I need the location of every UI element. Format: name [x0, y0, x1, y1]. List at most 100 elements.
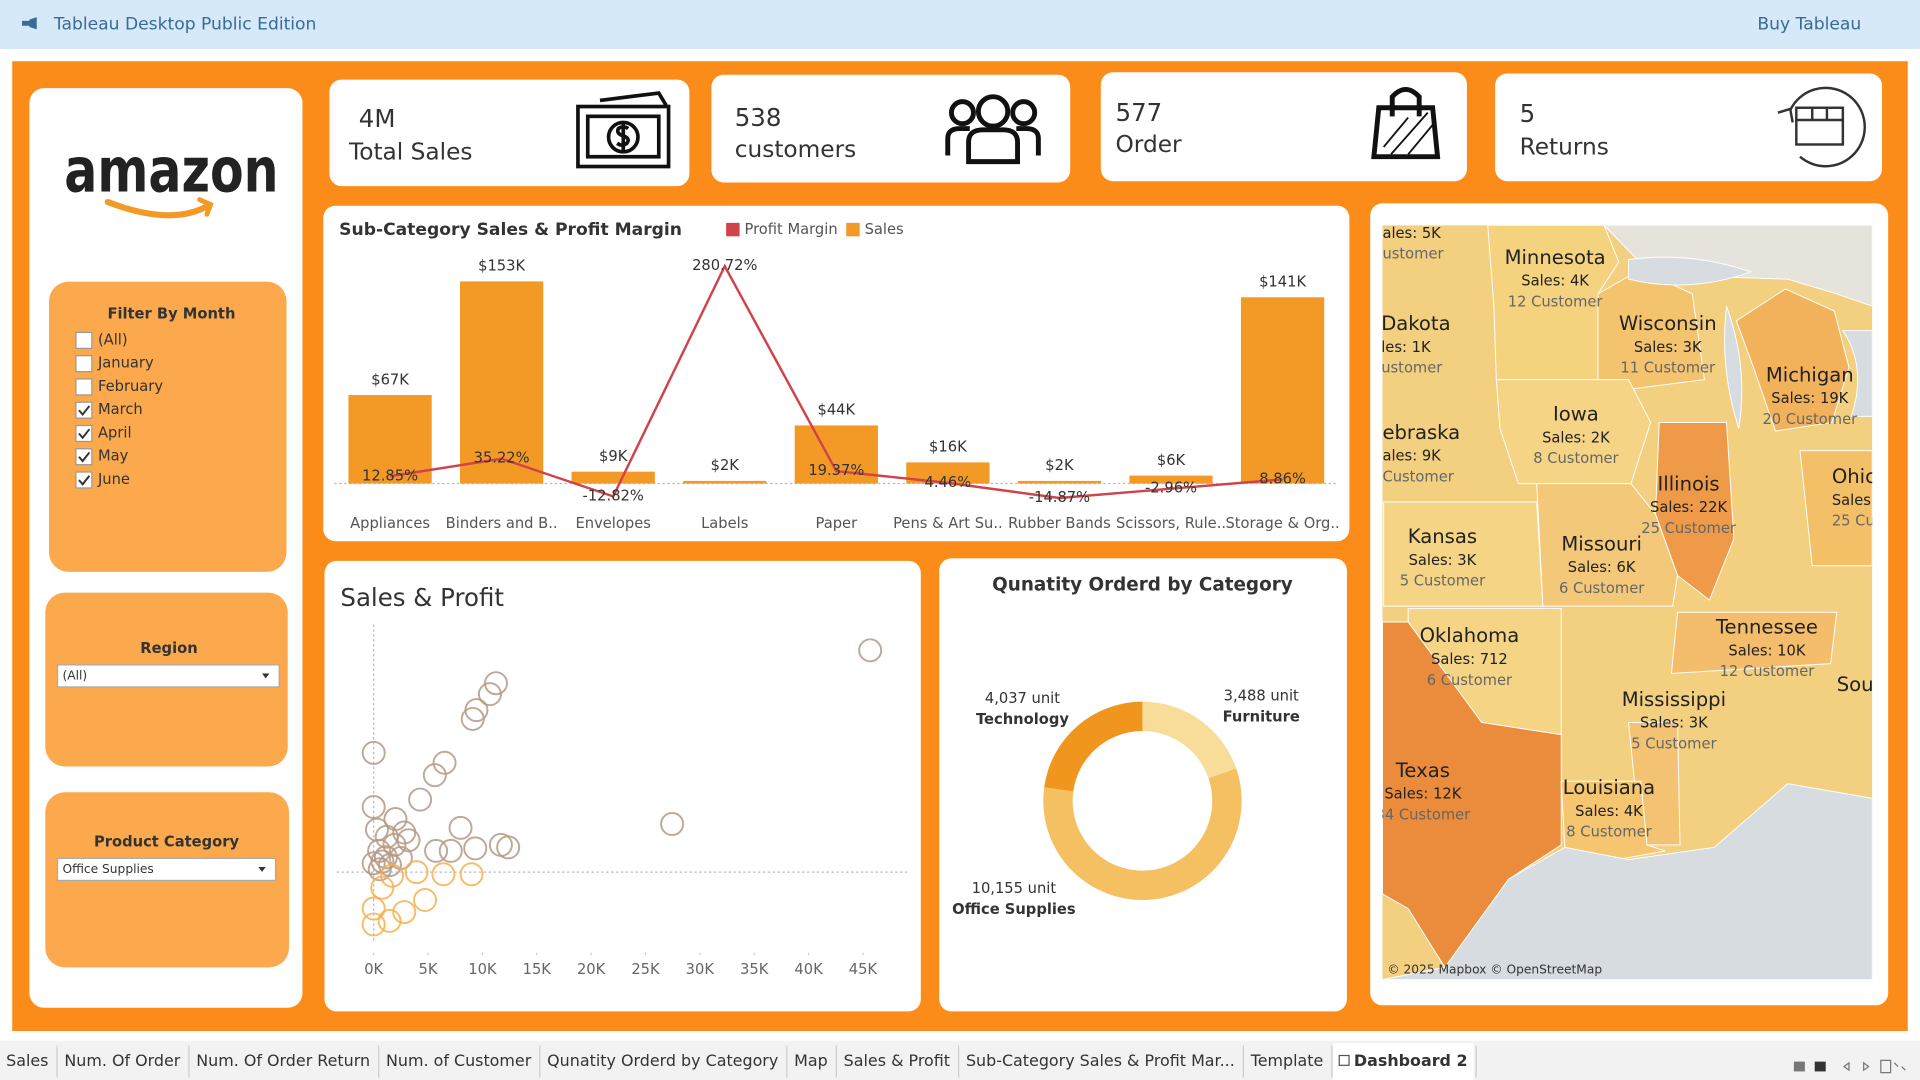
category-dropdown[interactable]: [56, 857, 277, 882]
x-tick-label: Scissors, Rule..: [1116, 515, 1226, 532]
data-label: $44K: [817, 402, 855, 419]
state-customers: 25 Customer: [1641, 520, 1737, 537]
scatter-point: [404, 860, 429, 885]
x-tick-label: 0K: [364, 961, 383, 978]
data-label: -2.96%: [1145, 480, 1197, 497]
filter-title: Filter By Month: [107, 306, 235, 323]
state-customers: 12 Customer: [1720, 663, 1816, 680]
chart-title: Sub-Category Sales & Profit Margin: [339, 220, 682, 240]
app-icon: [22, 17, 37, 30]
dropdown-arrow: [262, 673, 270, 679]
x-tick-label: 45K: [849, 961, 878, 978]
data-label: $9K: [599, 448, 628, 465]
donut-category: Furniture: [1223, 709, 1300, 726]
x-tick-label: Appliances: [350, 515, 430, 532]
state-name: Wisconsin: [1619, 312, 1717, 335]
x-tick-label: Envelopes: [575, 515, 650, 532]
state-sales: Sales: 6K: [1568, 559, 1636, 576]
scatter-point: [431, 862, 456, 887]
checkbox[interactable]: [75, 424, 93, 443]
scatter-point: [488, 832, 513, 857]
state-name: Tennessee: [1715, 616, 1818, 639]
state-name: ebraska: [1382, 421, 1460, 444]
legend-swatch: [726, 222, 740, 237]
legend-label: Profit Margin: [744, 221, 837, 238]
legend-swatch: [846, 222, 860, 237]
scatter-point: [438, 838, 463, 863]
filter-option: April: [98, 424, 132, 441]
tab[interactable]: Qunatity Orderd by Category: [547, 1051, 778, 1070]
bar: [460, 281, 544, 484]
state-customers: 25 Custo: [1832, 513, 1897, 530]
data-label: 4.46%: [925, 474, 972, 491]
x-tick-label: 40K: [794, 961, 823, 978]
dropdown-value: Office Supplies: [62, 862, 153, 876]
state-name: Michigan: [1766, 363, 1854, 386]
checkbox[interactable]: [75, 401, 93, 419]
map-region: [1670, 611, 1838, 674]
donut-slice: [1142, 701, 1237, 779]
checkmark: [78, 428, 91, 440]
tab[interactable]: Sales & Profit: [844, 1051, 950, 1070]
map-region: [1841, 330, 1873, 417]
state-name: Dakota: [1381, 312, 1450, 335]
tab[interactable]: Num. Of Order Return: [196, 1051, 370, 1070]
checkbox[interactable]: [75, 355, 93, 373]
kpi-value: 5: [1520, 99, 1536, 128]
scatter-panel: [324, 560, 921, 1012]
state-name: Minnesota: [1505, 246, 1606, 269]
x-tick-label: 20K: [577, 961, 606, 978]
bar: [1017, 480, 1102, 484]
map-region: [1735, 288, 1850, 432]
chart-title: Sales & Profit: [340, 583, 504, 612]
data-label: $67K: [371, 371, 409, 388]
tab[interactable]: Dashboard 2: [1354, 1051, 1468, 1070]
checkmark: [78, 475, 91, 486]
scatter-point: [408, 787, 433, 812]
data-label: $2K: [1045, 457, 1074, 474]
tab[interactable]: Num. of Customer: [386, 1051, 532, 1070]
checkbox[interactable]: [75, 378, 93, 396]
map[interactable]: ales: 5K ustomer Minnesota Sales: 4K 12 Cust…: [1376, 225, 1898, 980]
scatter-point: [396, 828, 421, 853]
tab[interactable]: Sub-Category Sales & Profit Mar...: [966, 1051, 1235, 1070]
money-icon: [576, 91, 671, 169]
logo: amazon: [64, 136, 278, 207]
filter-option: June: [97, 471, 130, 488]
month-filter: [48, 281, 287, 572]
buy-link[interactable]: Buy Tableau: [1757, 14, 1861, 34]
tab[interactable]: Sales: [6, 1051, 48, 1070]
region-dropdown[interactable]: [56, 664, 280, 688]
filter-option: May: [98, 448, 129, 465]
scatter-point: [361, 896, 386, 921]
scatter-point: [361, 912, 386, 937]
state-name: Missouri: [1561, 532, 1642, 555]
map-region: [1799, 450, 1873, 567]
scatter-point: [413, 888, 438, 913]
state-customers: 6 Customer: [1559, 580, 1645, 597]
donut-category: Technology: [976, 711, 1069, 728]
filter-option: February: [98, 378, 163, 395]
checkbox[interactable]: [75, 331, 93, 349]
kpi-label: customers: [735, 136, 857, 163]
scatter-point: [424, 838, 449, 863]
x-tick-label: 35K: [740, 961, 769, 978]
tab[interactable]: Template: [1250, 1051, 1324, 1070]
state-customers: 5 Customer: [1400, 573, 1486, 590]
data-label: $6K: [1157, 452, 1186, 469]
checkbox[interactable]: [75, 448, 93, 466]
bar: [1240, 297, 1325, 484]
state-customers: ustomer: [1381, 360, 1443, 377]
x-tick-label: Paper: [816, 515, 859, 532]
tab[interactable]: Map: [794, 1051, 828, 1070]
people-icon: [945, 94, 1041, 165]
filter-option: (All): [98, 331, 128, 348]
state-sales: Sales: 3K: [1640, 715, 1708, 732]
state-name: Texas: [1395, 759, 1450, 782]
checkbox[interactable]: [75, 471, 93, 489]
state-customers: 20 Customer: [1762, 411, 1858, 428]
checkmark: [78, 451, 91, 463]
tab[interactable]: Num. Of Order: [64, 1051, 180, 1070]
scatter-point: [448, 815, 473, 840]
